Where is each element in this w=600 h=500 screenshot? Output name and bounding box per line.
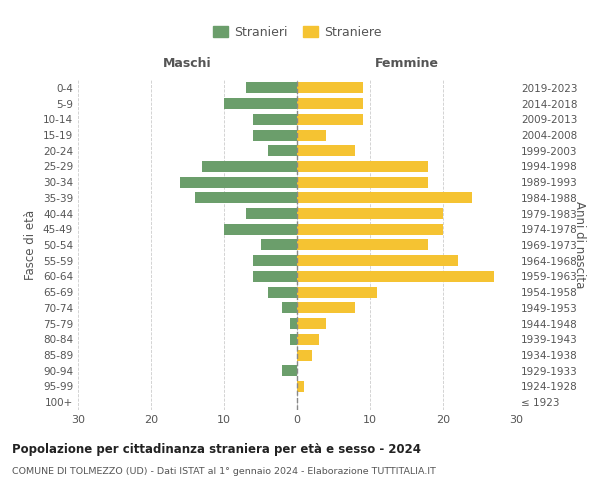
Bar — [283, 302, 297, 314]
Bar — [297, 176, 428, 188]
Bar — [202, 161, 297, 172]
Text: Popolazione per cittadinanza straniera per età e sesso - 2024: Popolazione per cittadinanza straniera p… — [12, 442, 421, 456]
Bar — [297, 318, 326, 329]
Bar — [224, 98, 297, 109]
Bar — [253, 114, 297, 125]
Bar — [290, 318, 297, 329]
Y-axis label: Fasce di età: Fasce di età — [25, 210, 37, 280]
Bar — [180, 176, 297, 188]
Bar — [297, 350, 311, 360]
Bar — [260, 240, 297, 250]
Bar — [297, 302, 355, 314]
Bar — [195, 192, 297, 203]
Bar — [253, 271, 297, 282]
Bar — [268, 145, 297, 156]
Bar — [297, 255, 458, 266]
Bar — [224, 224, 297, 235]
Bar — [297, 208, 443, 219]
Bar — [297, 130, 326, 140]
Bar — [297, 271, 494, 282]
Bar — [283, 365, 297, 376]
Legend: Stranieri, Straniere: Stranieri, Straniere — [208, 21, 386, 44]
Bar — [297, 82, 363, 94]
Bar — [268, 286, 297, 298]
Bar — [297, 192, 472, 203]
Bar — [297, 240, 428, 250]
Bar — [297, 98, 363, 109]
Text: COMUNE DI TOLMEZZO (UD) - Dati ISTAT al 1° gennaio 2024 - Elaborazione TUTTITALI: COMUNE DI TOLMEZZO (UD) - Dati ISTAT al … — [12, 468, 436, 476]
Text: Femmine: Femmine — [374, 57, 439, 70]
Bar — [297, 114, 363, 125]
Bar — [297, 161, 428, 172]
Text: Maschi: Maschi — [163, 57, 212, 70]
Bar — [246, 208, 297, 219]
Bar — [297, 224, 443, 235]
Bar — [297, 145, 355, 156]
Bar — [253, 130, 297, 140]
Bar — [290, 334, 297, 345]
Bar — [253, 255, 297, 266]
Bar — [297, 381, 304, 392]
Bar — [297, 286, 377, 298]
Y-axis label: Anni di nascita: Anni di nascita — [573, 202, 586, 288]
Bar — [297, 334, 319, 345]
Bar — [246, 82, 297, 94]
